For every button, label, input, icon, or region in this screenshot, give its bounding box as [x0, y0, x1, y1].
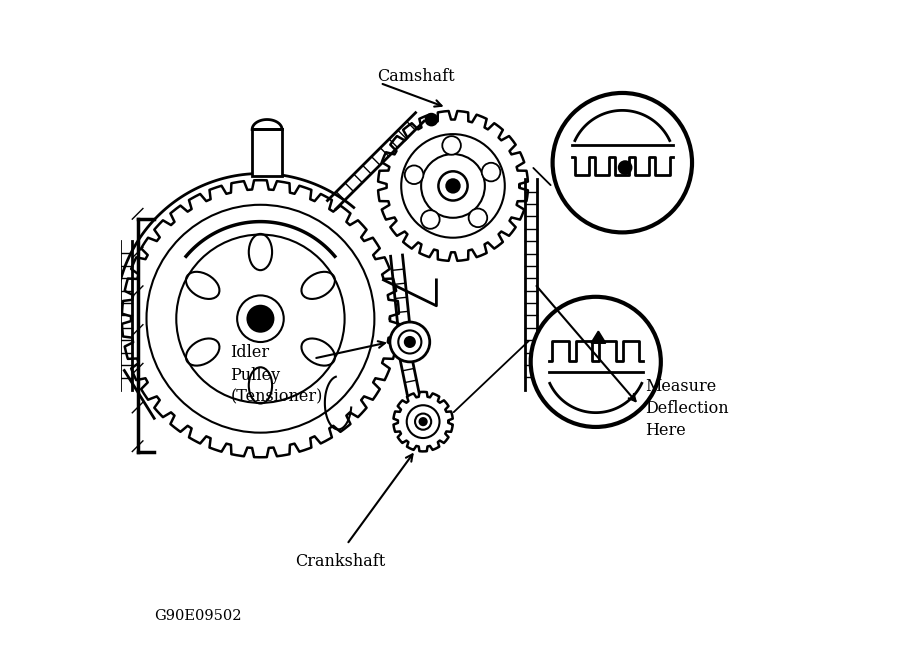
Circle shape [247, 305, 274, 331]
Circle shape [405, 337, 415, 347]
Circle shape [177, 234, 344, 403]
Circle shape [399, 331, 421, 353]
Circle shape [415, 414, 431, 430]
Circle shape [482, 163, 500, 181]
Circle shape [553, 93, 692, 232]
Text: G90E09502: G90E09502 [154, 609, 242, 623]
Circle shape [147, 205, 374, 433]
Circle shape [419, 418, 427, 425]
Text: Crankshaft: Crankshaft [295, 552, 385, 570]
Circle shape [468, 208, 487, 227]
Circle shape [401, 134, 505, 238]
Circle shape [405, 165, 423, 184]
Circle shape [439, 171, 467, 201]
Circle shape [390, 322, 429, 362]
Circle shape [407, 405, 439, 438]
Polygon shape [591, 331, 605, 343]
Circle shape [442, 136, 461, 155]
Circle shape [426, 114, 438, 125]
Circle shape [447, 179, 459, 193]
Circle shape [619, 161, 631, 174]
Text: Measure
Deflection
Here: Measure Deflection Here [646, 378, 729, 439]
Bar [252, 129, 282, 176]
Text: Idler
Pulley
(Tensioner): Idler Pulley (Tensioner) [230, 345, 323, 406]
Circle shape [421, 210, 439, 229]
Circle shape [531, 297, 660, 427]
Text: Camshaft: Camshaft [377, 68, 454, 85]
Circle shape [237, 295, 284, 342]
Circle shape [421, 154, 485, 218]
